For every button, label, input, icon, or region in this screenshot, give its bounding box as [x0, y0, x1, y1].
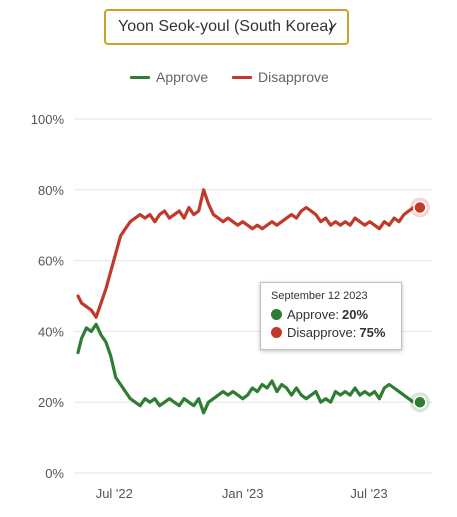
- series-end-point-approve: [413, 395, 427, 409]
- approve-swatch: [130, 75, 150, 79]
- legend-label-approve: Approve: [156, 69, 209, 85]
- chevron-down-icon: ✓: [327, 19, 339, 35]
- country-select-value: Yoon Seok-youl (South Korea): [118, 18, 334, 35]
- disapprove-dot-icon: [271, 327, 282, 338]
- tooltip-disapprove-label: Disapprove:: [287, 325, 357, 340]
- disapprove-swatch: [232, 75, 252, 79]
- series-line-disapprove: [76, 188, 422, 319]
- tooltip-approve-label: Approve:: [287, 307, 340, 322]
- series-end-point-disapprove: [413, 200, 427, 215]
- tooltip-approve-value: 20%: [342, 307, 369, 322]
- x-tick-label: Jul '22: [96, 486, 133, 501]
- tooltip-disapprove-row: Disapprove: 75%: [271, 325, 391, 340]
- y-tick-label: 80%: [38, 183, 64, 198]
- chart-tooltip: September 12 2023 Approve: 20% Disapprov…: [260, 282, 402, 350]
- approve-dot-icon: [271, 309, 282, 320]
- chart-legend: Approve Disapprove: [0, 69, 457, 89]
- y-tick-label: 20%: [38, 395, 64, 410]
- country-select[interactable]: Yoon Seok-youl (South Korea) ✓: [104, 9, 349, 45]
- y-tick-label: 40%: [38, 324, 64, 339]
- legend-item-approve[interactable]: Approve: [130, 69, 208, 85]
- series-line-approve: [76, 322, 422, 415]
- x-tick-label: Jan '23: [222, 486, 264, 501]
- y-tick-label: 0%: [45, 466, 64, 481]
- tooltip-date: September 12 2023: [271, 290, 368, 302]
- tooltip-disapprove-value: 75%: [359, 325, 386, 340]
- legend-item-disapprove[interactable]: Disapprove: [232, 69, 329, 85]
- legend-label-disapprove: Disapprove: [258, 69, 329, 85]
- y-tick-label: 100%: [31, 112, 65, 127]
- x-tick-label: Jul '23: [350, 486, 387, 501]
- y-tick-label: 60%: [38, 254, 64, 269]
- tooltip-approve-row: Approve: 20%: [271, 307, 391, 322]
